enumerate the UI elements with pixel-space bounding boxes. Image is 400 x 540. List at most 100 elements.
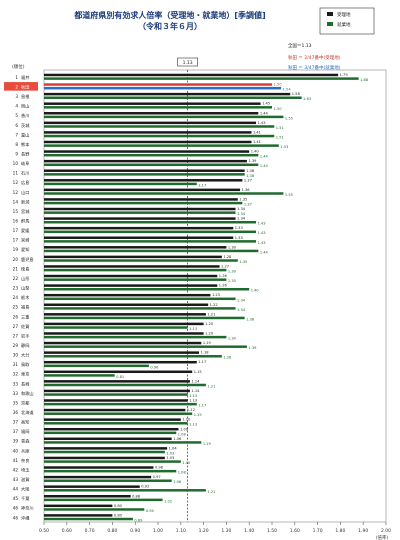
rank-label: 11 [13,171,19,176]
bar-receipt [44,92,291,96]
prefecture-label: 三重 [21,313,29,319]
rank-label: 27 [13,333,19,338]
bar-receipt [44,188,241,192]
bar-receipt [44,217,236,220]
bar-employment [44,422,188,425]
prefecture-label: 秋田 [21,83,29,90]
data-label-receipt: 1.06 [173,437,182,441]
rank-label: 10 [13,161,19,166]
x-tick-label: 1.80 [335,528,345,534]
rank-label: 41 [13,458,19,463]
prefecture-label: 長崎 [21,380,30,387]
data-label-receipt: 1.33 [235,236,243,240]
akita-rank-note-employment: 秋田 ＝ 3/47番中(就業地) [288,64,341,71]
bar-receipt [44,198,238,201]
data-label-employment: 1.17 [198,404,206,408]
data-label-employment: 1.13 [189,423,197,427]
data-label-employment: 1.34 [237,308,246,312]
data-label-receipt: 1.17 [198,360,206,364]
prefecture-label: 広島 [21,179,29,186]
rank-label: 32 [13,372,19,377]
prefecture-label: 山梨 [21,285,30,292]
prefecture-label: 福井 [21,74,29,81]
bar-receipt [44,514,113,517]
rank-label: 21 [13,266,19,271]
data-label-receipt: 1.09 [180,427,189,431]
bar-employment [44,182,197,186]
data-label-receipt: 1.33 [235,226,243,230]
prefecture-label: 神奈川 [21,505,34,512]
data-label-receipt: 1.10 [182,418,191,422]
x-tick-label: 0.50 [39,528,49,534]
data-label-receipt: 0.80 [114,513,123,517]
prefecture-label: 熊本 [21,141,30,148]
bar-receipt [44,274,218,278]
bar-receipt [44,150,250,153]
rank-label: 43 [13,477,19,482]
data-label-receipt: 1.20 [205,332,214,336]
data-label-employment: 1.38 [246,317,255,321]
prefecture-label: 静岡 [21,342,29,349]
prefecture-label: 和歌山 [21,390,34,397]
data-label-employment: 1.63 [303,97,311,101]
prefecture-label: 香川 [21,112,29,119]
prefecture-label: 茨城 [21,122,30,129]
bar-employment [44,479,172,482]
bar-employment [44,220,257,224]
data-label-receipt: 0.98 [155,466,164,470]
bar-receipt [44,351,200,354]
prefecture-label: 群馬 [21,218,29,225]
data-label-receipt: 1.26 [219,274,228,278]
prefecture-label: 宮城 [21,208,30,215]
data-label-employment: 0.96 [150,365,159,369]
data-label-receipt: 1.12 [187,408,195,412]
prefecture-label: 大分 [21,352,30,359]
prefecture-label: 滋賀 [21,476,29,483]
data-label-receipt: 1.22 [210,303,218,307]
rank-label: 46 [13,515,19,520]
data-label-receipt: 0.92 [141,485,149,489]
data-label-receipt: 1.26 [219,284,228,288]
data-label-employment: 1.30 [228,279,237,283]
data-label-receipt: 1.50 [274,83,283,87]
legend-swatch [327,22,333,26]
data-label-employment: 1.51 [276,126,284,130]
rank-label: 1 [15,75,18,80]
rank-label: 46 [13,506,19,511]
data-label-receipt: 1.44 [260,111,269,115]
bar-employment [44,230,257,234]
data-label-receipt: 1.58 [292,92,301,96]
x-tick-label: 1.30 [221,528,231,534]
bar-employment [44,393,188,396]
rank-label: 22 [13,276,19,281]
bar-receipt [44,418,181,421]
data-label-receipt: 1.39 [248,159,257,163]
data-label-receipt: 1.18 [201,351,210,355]
bar-receipt [44,102,261,105]
data-label-employment: 1.44 [260,155,269,159]
bar-receipt [44,313,206,316]
data-label-employment: 1.02 [164,499,172,503]
prefecture-label: 沖縄 [21,514,30,521]
bar-employment [44,517,133,521]
legend-label: 就業地 [337,21,351,28]
data-label-employment: 1.53 [280,145,288,149]
prefecture-label: 鹿児島 [21,256,34,263]
data-label-employment: 1.10 [182,461,191,465]
bar-receipt [44,73,339,77]
rank-label: 17 [13,228,19,233]
x-tick-label: 1.50 [267,528,277,534]
prefecture-label: 宮崎 [21,237,30,244]
x-tick-label: 1.90 [358,528,368,534]
data-label-receipt: 1.40 [251,150,260,154]
national-average-box [177,57,198,67]
prefecture-label: 奈良 [21,457,29,464]
rank-label: 7 [15,132,18,137]
bar-employment [44,469,177,473]
bar-receipt [44,427,179,431]
data-label-employment: 1.35 [239,260,247,264]
data-label-receipt: 1.19 [203,341,212,345]
bar-employment [44,163,259,167]
bar-employment [44,450,165,454]
